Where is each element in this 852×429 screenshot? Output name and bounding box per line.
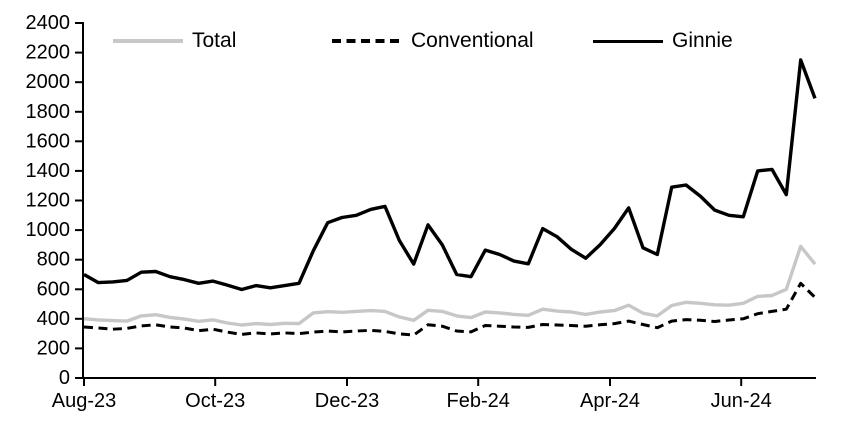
legend-item-ginnie: Ginnie (593, 30, 733, 52)
legend-label-total: Total (192, 29, 237, 52)
legend-item-total: Total (113, 30, 236, 52)
series-conventional-line (83, 281, 817, 337)
y-axis-tick-label: 800 (37, 249, 70, 271)
y-axis-tick-label: 1600 (26, 130, 71, 152)
x-axis-tick-label: Jun-24 (711, 390, 772, 412)
y-axis-tick-label: 1000 (26, 219, 71, 241)
y-axis-tick-label: 2200 (26, 42, 71, 64)
y-axis-tick-label: 0 (59, 367, 70, 389)
legend-item-conventional: Conventional (332, 30, 534, 52)
y-axis-tick-label: 1400 (26, 160, 71, 182)
y-axis-tick-label: 1800 (26, 101, 71, 123)
legend-label-conventional: Conventional (411, 29, 534, 52)
y-axis-tick-label: 2400 (26, 12, 71, 34)
total-line-swatch-icon (113, 39, 183, 43)
x-axis-tick-label: Dec-23 (315, 390, 379, 412)
series-ginnie-line (83, 58, 817, 292)
series-total-line (83, 244, 817, 327)
y-axis-tick-label: 600 (37, 278, 70, 300)
y-axis-tick-label: 1200 (26, 190, 71, 212)
y-axis-tick-label: 400 (37, 308, 70, 330)
x-axis-tick-label: Aug-23 (52, 390, 117, 412)
y-axis-tick-label: 2000 (26, 71, 71, 93)
conventional-line-swatch-icon (332, 39, 402, 43)
legend-label-ginnie: Ginnie (672, 29, 733, 52)
x-axis-tick-label: Feb-24 (447, 390, 510, 412)
x-axis-tick-label: Oct-23 (185, 390, 245, 412)
chart-legend: Total Conventional Ginnie (0, 0, 852, 60)
x-axis-tick-label: Apr-24 (580, 390, 640, 412)
ginnie-line-swatch-icon (593, 39, 663, 43)
y-axis-tick-label: 200 (37, 337, 70, 359)
